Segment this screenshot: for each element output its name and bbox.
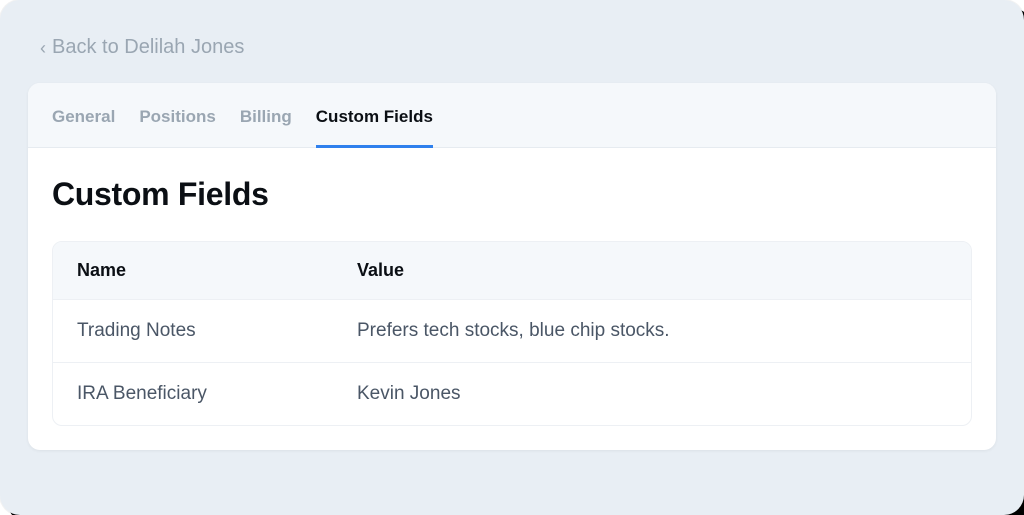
table-row: IRA Beneficiary Kevin Jones — [53, 363, 971, 425]
chevron-left-icon: ‹ — [40, 39, 46, 57]
column-header-value: Value — [333, 242, 971, 299]
back-link[interactable]: ‹ Back to Delilah Jones — [28, 28, 996, 83]
tab-billing[interactable]: Billing — [240, 83, 292, 147]
cell-value: Prefers tech stocks, blue chip stocks. — [333, 300, 971, 362]
tab-bar: General Positions Billing Custom Fields — [28, 83, 996, 148]
tab-label: Positions — [139, 107, 216, 126]
cell-name: Trading Notes — [53, 300, 333, 362]
custom-fields-table: Name Value Trading Notes Prefers tech st… — [52, 241, 972, 426]
custom-fields-panel: Custom Fields Name Value Trading Notes P… — [28, 148, 996, 450]
tab-custom-fields[interactable]: Custom Fields — [316, 83, 433, 147]
tab-label: Custom Fields — [316, 107, 433, 126]
content-card: General Positions Billing Custom Fields … — [28, 83, 996, 450]
back-link-label: Back to Delilah Jones — [52, 36, 244, 59]
tab-general[interactable]: General — [52, 83, 115, 147]
tab-label: General — [52, 107, 115, 126]
tab-label: Billing — [240, 107, 292, 126]
table-header-row: Name Value — [53, 242, 971, 300]
tab-positions[interactable]: Positions — [139, 83, 216, 147]
page-title: Custom Fields — [52, 176, 972, 213]
table-row: Trading Notes Prefers tech stocks, blue … — [53, 300, 971, 363]
cell-name: IRA Beneficiary — [53, 363, 333, 425]
cell-value: Kevin Jones — [333, 363, 971, 425]
column-header-name: Name — [53, 242, 333, 299]
page-card: ‹ Back to Delilah Jones General Position… — [0, 0, 1024, 515]
